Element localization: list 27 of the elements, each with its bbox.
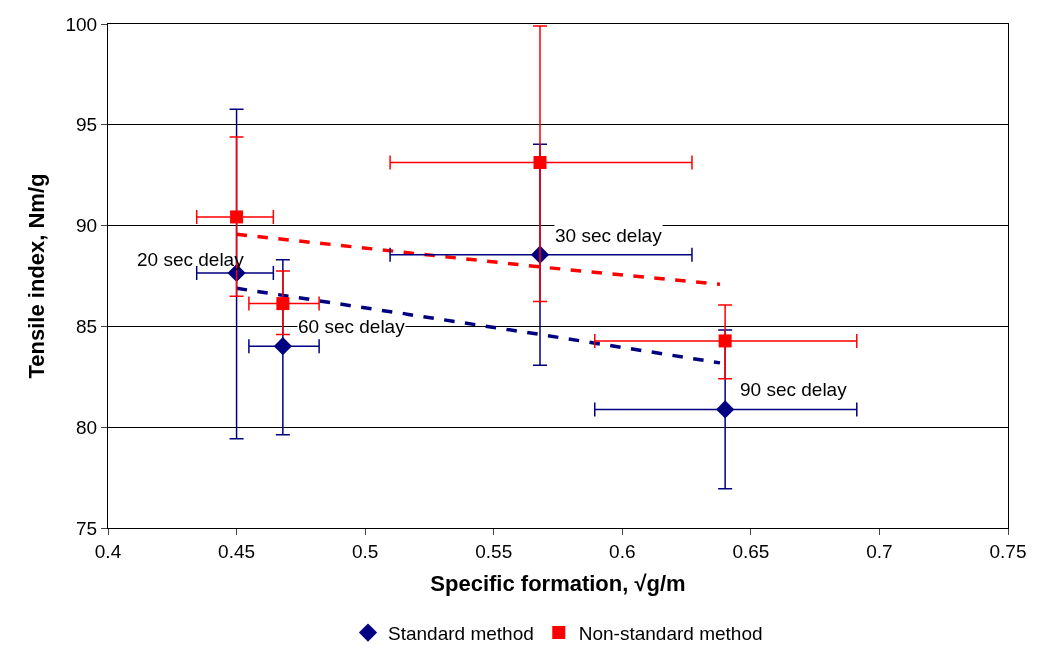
legend-label: Non-standard method bbox=[578, 622, 763, 644]
annotation: 60 sec delay bbox=[298, 316, 406, 337]
point bbox=[533, 156, 547, 169]
x-tick-label: 0.5 bbox=[351, 540, 379, 562]
x-tick-label: 0.75 bbox=[989, 540, 1027, 562]
x-tick-label: 0.7 bbox=[866, 540, 893, 562]
point bbox=[276, 297, 290, 311]
y-tick-label: 80 bbox=[76, 416, 98, 438]
y-tick-label: 90 bbox=[76, 215, 98, 237]
annotation: 90 sec delay bbox=[740, 379, 848, 400]
x-tick-label: 0.55 bbox=[475, 540, 513, 562]
annotation: 30 sec delay bbox=[555, 225, 663, 246]
y-tick-label: 85 bbox=[76, 316, 98, 338]
point bbox=[716, 400, 735, 419]
x-axis-title: Specific formation, √g/m bbox=[430, 570, 686, 596]
x-tick-label: 0.45 bbox=[218, 540, 256, 562]
y-axis-title: Tensile index, Nm/g bbox=[24, 173, 50, 379]
y-tick-label: 100 bbox=[65, 13, 98, 35]
point bbox=[273, 337, 292, 356]
legend-label: Standard method bbox=[388, 622, 534, 644]
point bbox=[230, 210, 244, 224]
x-tick-label: 0.6 bbox=[609, 540, 636, 562]
point bbox=[718, 334, 732, 348]
y-tick-label: 95 bbox=[76, 114, 98, 136]
x-tick-label: 0.65 bbox=[732, 540, 770, 562]
y-tick-label: 75 bbox=[76, 517, 98, 539]
x-tick-label: 0.4 bbox=[94, 540, 122, 562]
